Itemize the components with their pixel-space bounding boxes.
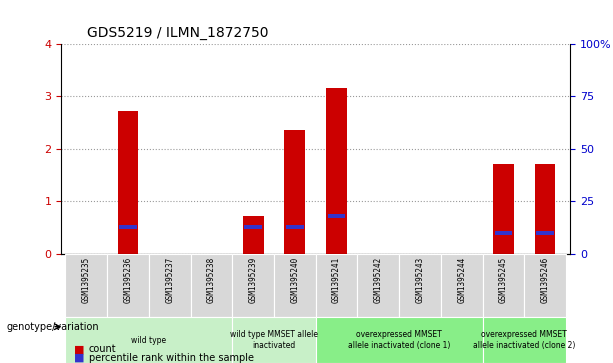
Bar	[232, 254, 274, 317]
Text: overexpressed MMSET
allele inactivated (clone 1): overexpressed MMSET allele inactivated (…	[348, 330, 451, 350]
Text: GSM1395238: GSM1395238	[207, 256, 216, 302]
Bar	[286, 225, 303, 229]
Bar	[244, 225, 262, 229]
Bar	[524, 254, 566, 317]
Bar	[66, 317, 232, 363]
Bar	[149, 254, 191, 317]
Text: GSM1395237: GSM1395237	[166, 256, 174, 302]
Text: count: count	[89, 344, 116, 354]
Bar	[482, 317, 566, 363]
Text: GSM1395244: GSM1395244	[457, 256, 466, 302]
Text: wild type MMSET allele
inactivated: wild type MMSET allele inactivated	[230, 330, 318, 350]
Text: ■: ■	[74, 352, 84, 363]
Bar	[535, 164, 555, 254]
Text: GSM1395242: GSM1395242	[374, 256, 383, 302]
Bar	[243, 216, 264, 254]
Bar	[107, 254, 149, 317]
Bar	[316, 254, 357, 317]
Text: genotype/variation: genotype/variation	[6, 322, 99, 332]
Bar	[191, 254, 232, 317]
Bar	[482, 254, 524, 317]
Text: GSM1395241: GSM1395241	[332, 256, 341, 302]
Text: GSM1395235: GSM1395235	[82, 256, 91, 302]
Text: overexpressed MMSET
allele inactivated (clone 2): overexpressed MMSET allele inactivated (…	[473, 330, 576, 350]
Bar	[495, 231, 512, 235]
Bar	[119, 225, 137, 229]
Bar	[274, 254, 316, 317]
Bar	[316, 317, 482, 363]
Text: wild type: wild type	[131, 336, 167, 344]
Text: GSM1395236: GSM1395236	[124, 256, 132, 302]
Bar	[357, 254, 399, 317]
Text: GSM1395245: GSM1395245	[499, 256, 508, 302]
Text: percentile rank within the sample: percentile rank within the sample	[89, 352, 254, 363]
Bar	[66, 254, 107, 317]
Bar	[118, 111, 139, 254]
Text: GDS5219 / ILMN_1872750: GDS5219 / ILMN_1872750	[87, 26, 268, 40]
Text: GSM1395243: GSM1395243	[416, 256, 424, 302]
Bar	[536, 231, 554, 235]
Bar	[441, 254, 482, 317]
Bar	[284, 130, 305, 254]
Bar	[328, 215, 345, 218]
Text: GSM1395240: GSM1395240	[291, 256, 299, 302]
Bar	[326, 88, 347, 254]
Bar	[232, 317, 316, 363]
Bar	[399, 254, 441, 317]
Text: ■: ■	[74, 344, 84, 354]
Text: GSM1395239: GSM1395239	[249, 256, 257, 302]
Bar	[493, 164, 514, 254]
Text: GSM1395246: GSM1395246	[541, 256, 550, 302]
